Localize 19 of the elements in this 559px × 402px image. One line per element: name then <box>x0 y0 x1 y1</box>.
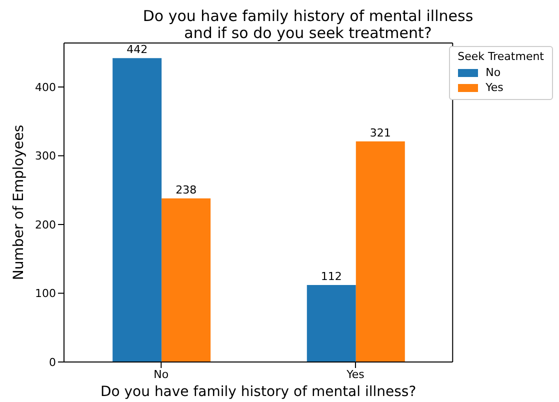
legend-title: Seek Treatment <box>458 50 544 63</box>
y-axis-title: Number of Employees <box>10 124 27 280</box>
legend-label: Yes <box>486 81 504 94</box>
y-tick-label: 300 <box>35 150 56 163</box>
data-label: 321 <box>370 126 391 140</box>
data-label: 112 <box>320 270 342 283</box>
y-tick-label: 400 <box>35 80 56 94</box>
x-axis-title: Do you have family history of mental illness? <box>100 384 416 400</box>
y-tick-label: 0 <box>49 356 56 369</box>
bar <box>162 198 211 362</box>
y-tick-label: 100 <box>35 287 56 300</box>
bar <box>112 58 162 362</box>
legend-label: No <box>486 66 501 79</box>
y-tick-label: 200 <box>35 218 56 232</box>
bar <box>306 285 356 362</box>
bar <box>356 141 405 362</box>
chart-title: Do you have family history of mental illness and if so do you seek treatment? <box>142 7 474 42</box>
data-label: 442 <box>126 43 148 56</box>
data-label: 238 <box>176 183 197 196</box>
